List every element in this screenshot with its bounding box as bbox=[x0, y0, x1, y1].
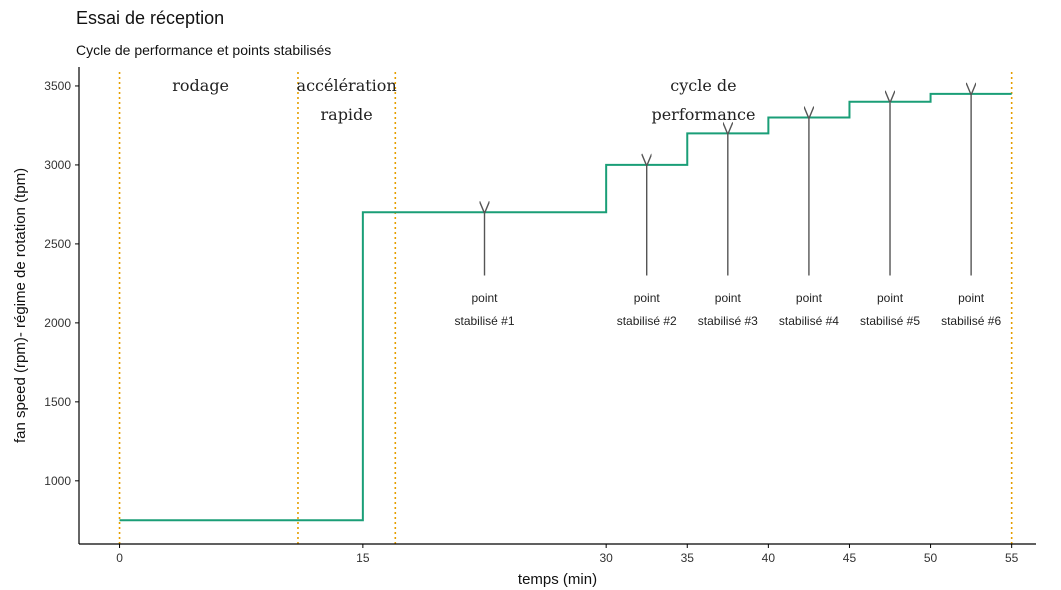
stabilized-point-label: point stabilisé #2 bbox=[617, 291, 677, 328]
x-tick-label: 50 bbox=[924, 551, 938, 565]
stabilized-point-label: point stabilisé #6 bbox=[941, 291, 1001, 328]
y-tick-label: 3500 bbox=[44, 79, 71, 93]
stabilized-point-label: point stabilisé #1 bbox=[454, 291, 514, 328]
x-tick-label: 0 bbox=[116, 551, 123, 565]
chart-subtitle: Cycle de performance et points stabilisé… bbox=[76, 42, 332, 58]
x-axis-title: temps (min) bbox=[518, 571, 597, 588]
phase-label: rodage bbox=[172, 76, 229, 95]
y-tick-label: 2500 bbox=[44, 237, 71, 251]
series-group bbox=[119, 92, 1012, 522]
y-tick-label: 1500 bbox=[44, 395, 71, 409]
axes: 1000 1500 2000 2500 3000 3500 0 15 30 35 40 45 50 55 bbox=[44, 67, 1036, 565]
annotation-group: point stabilisé #1 point stabilisé #2 point s… bbox=[454, 95, 1001, 328]
x-tick-label: 45 bbox=[843, 551, 857, 565]
x-tick-label: 15 bbox=[356, 551, 370, 565]
stabilized-point-label: point stabilisé #3 bbox=[698, 291, 758, 328]
phase-label: accélération rapide bbox=[297, 76, 397, 124]
phase-label: cycle de performance bbox=[651, 76, 755, 124]
phase-label-group: rodage accélération rapide cycle de performa… bbox=[172, 76, 755, 124]
x-tick-label: 30 bbox=[599, 551, 613, 565]
x-tick-label: 35 bbox=[681, 551, 695, 565]
x-tick-label: 55 bbox=[1005, 551, 1019, 565]
y-tick-label: 1000 bbox=[44, 474, 71, 488]
chart-title: Essai de réception bbox=[76, 8, 225, 28]
stabilized-point-label: point stabilisé #4 bbox=[779, 291, 839, 328]
y-tick-label: 3000 bbox=[44, 158, 71, 172]
y-tick-label: 2000 bbox=[44, 316, 71, 330]
y-axis-title: fan speed (rpm)- régime de rotation (tpm… bbox=[12, 168, 29, 443]
x-tick-label: 40 bbox=[762, 551, 776, 565]
vline-group bbox=[118, 72, 1013, 544]
fan-speed-series-line bbox=[119, 92, 1012, 522]
stabilized-point-label: point stabilisé #5 bbox=[860, 291, 920, 328]
